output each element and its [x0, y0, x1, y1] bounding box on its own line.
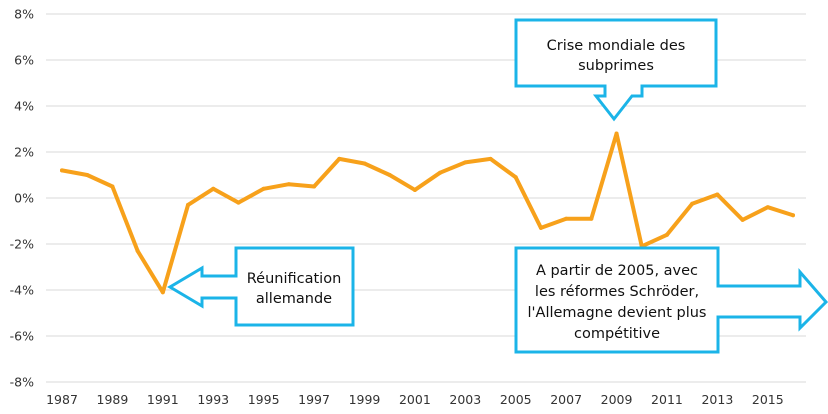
- data-point: [513, 175, 518, 180]
- data-point: [488, 156, 493, 161]
- data-point: [765, 205, 770, 210]
- y-tick-label: 4%: [14, 99, 34, 114]
- x-tick-label: 1999: [349, 392, 381, 407]
- callout-reunification-line-2: allemande: [256, 291, 332, 307]
- data-point: [387, 173, 392, 177]
- callout-reunification-shape: [167, 246, 355, 327]
- data-point: [211, 186, 216, 191]
- callout-reunification: Réunification allemande: [167, 246, 355, 327]
- data-point: [85, 173, 90, 177]
- data-point: [362, 161, 367, 166]
- x-tick-label: 2005: [500, 392, 532, 407]
- data-point: [589, 216, 594, 221]
- x-tick-label: 2015: [752, 392, 784, 407]
- callout-reforms: A partir de 2005, avec les réformes Schr…: [514, 246, 828, 354]
- data-point: [312, 184, 317, 189]
- x-tick-label: 1993: [197, 392, 229, 407]
- x-tick-label: 2007: [550, 392, 582, 407]
- data-point: [715, 192, 720, 197]
- data-point: [463, 160, 468, 165]
- callout-reunification-line-1: Réunification: [247, 271, 342, 287]
- callout-reforms-line-2: les réformes Schröder,: [535, 284, 699, 300]
- y-tick-label: 0%: [14, 191, 34, 206]
- callout-reforms-line-1: A partir de 2005, avec: [536, 263, 698, 279]
- y-tick-label: -4%: [10, 283, 34, 298]
- x-tick-label: 2001: [399, 392, 431, 407]
- callout-subprimes: Crise mondiale des subprimes: [514, 18, 718, 122]
- callout-reforms-line-3: l'Allemagne devient plus: [528, 305, 707, 321]
- callout-subprimes-line-1: Crise mondiale des: [547, 38, 686, 54]
- x-tick-label: 1987: [46, 392, 78, 407]
- data-point: [614, 131, 619, 136]
- data-point: [740, 217, 745, 222]
- data-point: [538, 225, 543, 230]
- series-layer: [60, 131, 795, 295]
- x-tick-label: 2011: [651, 392, 683, 407]
- data-point: [186, 202, 191, 207]
- x-tick-label: 2003: [449, 392, 481, 407]
- y-tick-label: 8%: [14, 7, 34, 22]
- y-tick-label: 6%: [14, 53, 34, 68]
- y-tick-label: -6%: [10, 329, 34, 344]
- data-point: [412, 187, 417, 192]
- data-point: [261, 186, 266, 191]
- data-point: [236, 200, 241, 205]
- y-tick-label: 2%: [14, 145, 34, 160]
- x-tick-label: 1995: [248, 392, 280, 407]
- callout-reforms-line-4: compétitive: [574, 326, 660, 342]
- y-tick-label: -8%: [10, 375, 34, 390]
- x-axis-ticks: 1987 1989 1991 1993 1995 1997 1999 2001 2003 2005…: [46, 392, 784, 407]
- series-line: [60, 131, 795, 295]
- data-point: [110, 184, 115, 189]
- data-point: [286, 182, 291, 187]
- callout-subprimes-line-2: subprimes: [578, 58, 654, 74]
- callout-subprimes-shape: [514, 18, 718, 122]
- y-tick-label: -2%: [10, 237, 34, 252]
- x-tick-label: 1991: [147, 392, 179, 407]
- data-point: [60, 168, 64, 173]
- x-tick-label: 2013: [701, 392, 733, 407]
- data-point: [564, 216, 569, 221]
- x-tick-label: 1997: [298, 392, 330, 407]
- data-point: [664, 232, 669, 237]
- data-point: [438, 170, 443, 175]
- data-point: [337, 156, 342, 161]
- x-tick-label: 1989: [97, 392, 129, 407]
- x-tick-label: 2009: [601, 392, 633, 407]
- data-point: [160, 290, 165, 295]
- data-point: [135, 248, 140, 253]
- data-point: [791, 213, 795, 218]
- y-axis-ticks: 8% 6% 4% 2% 0% -2% -4% -6% -8%: [10, 7, 34, 390]
- callout-reforms-shape: [514, 246, 828, 354]
- data-point: [690, 201, 695, 206]
